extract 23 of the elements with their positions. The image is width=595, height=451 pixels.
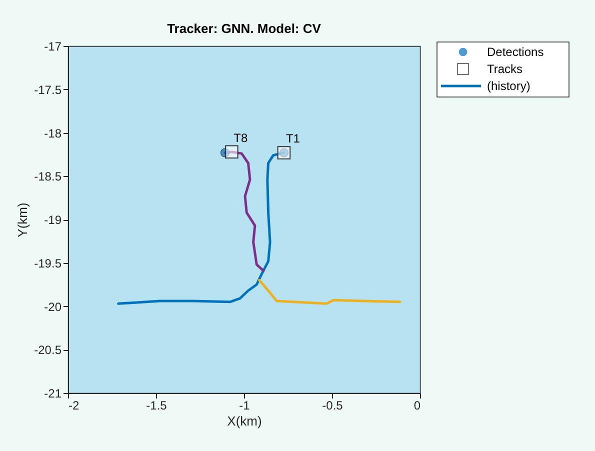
y-tick-label: -21 [44,386,62,400]
legend-label: (history) [487,79,530,93]
legend-label: Detections [487,45,544,59]
y-tick-label: -18.5 [34,170,62,184]
y-tick-label: -19 [44,213,62,227]
x-tick-label: -1 [239,398,250,412]
y-tick-label: -18 [44,126,62,140]
annotation: T1 [286,132,300,146]
y-tick-label: -17 [44,40,62,54]
x-axis-title: X(km) [227,414,262,428]
y-tick-label: -19.5 [34,256,62,270]
x-tick-label: -1.5 [146,398,168,412]
x-tick-label: -0.5 [322,398,344,412]
chart-title: Tracker: GNN. Model: CV [167,21,322,36]
x-tick-label: -2 [68,398,80,412]
y-axis-title: Y(km) [15,202,30,238]
x-tick-label: 0 [414,398,421,412]
y-tick-label: -20 [44,300,62,314]
line-series [258,278,402,305]
y-tick-label: -20.5 [34,343,62,358]
annotation: T8 [234,130,248,145]
y-tick-label: -17.5 [34,82,62,97]
legend-label: Tracks [487,62,523,76]
